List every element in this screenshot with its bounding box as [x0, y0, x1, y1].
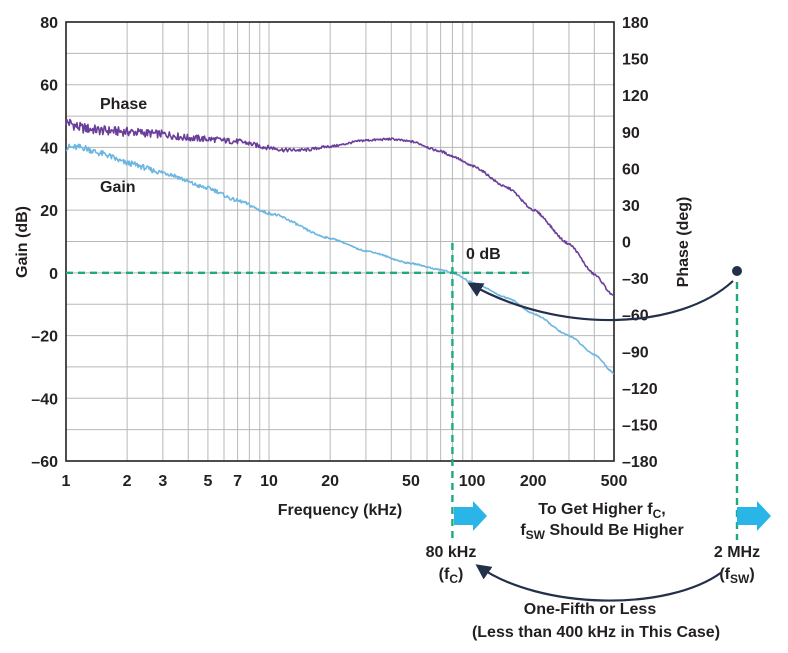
- frequency-tick-9: 200: [520, 473, 547, 490]
- frequency-tick-4: 7: [233, 473, 242, 490]
- gain-tick-5: –20: [31, 329, 58, 346]
- gain-tick-6: –40: [31, 391, 58, 408]
- frequency-tick-7: 50: [402, 473, 420, 490]
- phase-tick-11: –150: [622, 417, 658, 434]
- gain-tick-0: 80: [40, 15, 58, 32]
- series-label-gain: Gain: [100, 179, 136, 196]
- fc-value-label: 80 kHz: [426, 544, 477, 561]
- gain-tick-labels: 80 60 40 20 0 –20 –40 –60: [31, 15, 58, 471]
- frequency-tick-5: 10: [260, 473, 278, 490]
- frequency-tick-3: 5: [203, 473, 212, 490]
- phase-tick-12: –180: [622, 454, 658, 471]
- crossover-markers: [66, 243, 739, 540]
- fc-increase-arrow: [454, 501, 487, 531]
- gain-tick-3: 20: [40, 203, 58, 220]
- arrow-fsw-to-fc: [475, 564, 723, 602]
- gain-tick-2: 40: [40, 140, 58, 157]
- frequency-tick-6: 20: [321, 473, 339, 490]
- frequency-tick-labels: 1 2 3 5 7 10 20 50 100 200 500: [62, 473, 628, 490]
- phase-tick-10: –120: [622, 381, 658, 398]
- gain-tick-4: 0: [49, 266, 58, 283]
- phase-tick-4: 60: [622, 161, 640, 178]
- fsw-increase-arrow: [737, 501, 771, 531]
- gain-tick-1: 60: [40, 78, 58, 95]
- phase-tick-5: 30: [622, 198, 640, 215]
- phase-tick-2: 120: [622, 88, 649, 105]
- arrow-fsw-to-crossover: [467, 280, 734, 322]
- phase-tick-7: –30: [622, 271, 649, 288]
- phase-tick-6: 0: [622, 235, 631, 252]
- series-line-phase: [65, 118, 615, 297]
- y2-axis-title: Phase (deg): [675, 197, 692, 288]
- phase-tick-3: 90: [622, 125, 640, 142]
- ratio-note-line1: One-Fifth or Less: [524, 601, 657, 618]
- ratio-note-line2: (Less than 400 kHz in This Case): [472, 624, 720, 641]
- phase-tick-0: 180: [622, 15, 649, 32]
- series-label-phase: Phase: [100, 96, 147, 113]
- plot-frame: [65, 21, 615, 462]
- fsw-value-label: 2 MHz: [714, 544, 760, 561]
- fc-symbol-label: (fC): [439, 566, 464, 586]
- phase-tick-9: –90: [622, 344, 649, 361]
- y-axis-title: Gain (dB): [14, 206, 31, 278]
- higher-fc-note-line2: fSW Should Be Higher: [520, 522, 683, 542]
- fsw-point-marker: [732, 266, 742, 276]
- grid-lines: [66, 22, 614, 461]
- phase-tick-labels: 180 150 120 90 60 30 0 –30 –60 –90 –120 –150 –180: [622, 15, 658, 471]
- fsw-symbol-label: (fSW): [719, 566, 754, 586]
- frequency-tick-2: 3: [158, 473, 167, 490]
- frequency-tick-1: 2: [123, 473, 132, 490]
- frequency-tick-0: 1: [62, 473, 71, 490]
- higher-fc-note-line1: To Get Higher fC,: [538, 501, 666, 521]
- frequency-tick-10: 500: [601, 473, 628, 490]
- x-axis-title: Frequency (kHz): [278, 502, 402, 519]
- frequency-tick-8: 100: [459, 473, 486, 490]
- gain-tick-7: –60: [31, 454, 58, 471]
- phase-tick-1: 150: [622, 52, 649, 69]
- zero-db-label: 0 dB: [466, 246, 501, 263]
- phase-tick-8: –60: [622, 308, 649, 325]
